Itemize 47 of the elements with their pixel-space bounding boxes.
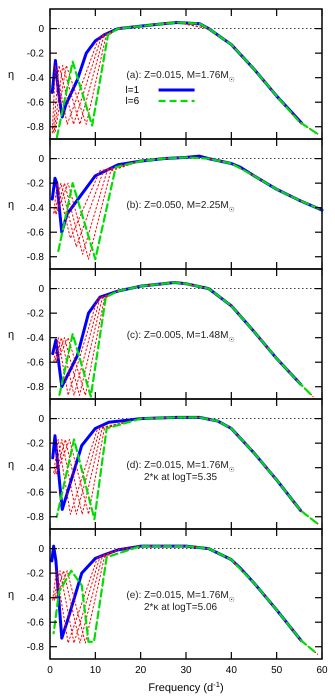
y-tick-label: -0.2 <box>26 308 44 320</box>
y-tick-label: -0.4 <box>26 463 44 474</box>
y-axis-title: η <box>8 589 14 601</box>
y-tick-label: -0.8 <box>26 122 44 134</box>
x-tick-label: 20 <box>135 665 147 676</box>
annotation: 2*κ at logT=5.06 <box>144 602 218 613</box>
y-tick-label: -0.6 <box>26 98 44 109</box>
y-tick-label: -0.6 <box>26 358 44 369</box>
y-tick-label: -0.2 <box>26 48 44 60</box>
y-tick-label: -0.4 <box>26 73 44 84</box>
y-tick-label: -0.8 <box>26 512 44 524</box>
y-tick-label: -0.2 <box>26 438 44 450</box>
y-tick-label: 0 <box>38 414 44 426</box>
annotation: 2*κ at logT=5.35 <box>144 472 218 483</box>
y-tick-label: -0.8 <box>26 382 44 394</box>
y-axis-title: η <box>8 69 14 81</box>
x-tick-label: 30 <box>180 665 192 676</box>
x-tick-label: 0 <box>47 665 54 676</box>
x-tick-label: 60 <box>316 665 328 676</box>
y-tick-label: -0.8 <box>26 252 44 264</box>
y-tick-label: -0.6 <box>26 228 44 239</box>
y-tick-label: -0.2 <box>26 568 44 580</box>
y-tick-label: 0 <box>38 284 44 296</box>
y-tick-label: 0 <box>38 544 44 556</box>
y-tick-label: -0.8 <box>26 642 44 654</box>
y-tick-label: -0.4 <box>26 593 44 604</box>
y-axis-title: η <box>8 459 14 471</box>
y-axis-title: η <box>8 199 14 211</box>
x-tick-label: 10 <box>90 665 102 676</box>
annotation: (d): Z=0.015, M=1.76M$_{☉}$ <box>126 460 235 474</box>
legend-label: l=6 <box>126 96 140 107</box>
y-tick-label: -0.6 <box>26 488 44 499</box>
y-axis-title: η <box>8 329 14 341</box>
y-tick-label: 0 <box>38 24 44 36</box>
annotation: (a): Z=0.015, M=1.76M$_{☉}$ <box>126 70 235 84</box>
annotation: (e): Z=0.015, M=1.76M$_{☉}$ <box>126 590 235 604</box>
y-tick-label: -0.4 <box>26 333 44 344</box>
x-tick-label: 40 <box>226 665 238 676</box>
annotation: (b): Z=0.050, M=2.25M$_{☉}$ <box>126 200 235 214</box>
x-axis-title: Frequency (d$^{-1}$) <box>148 680 224 694</box>
y-tick-label: -0.6 <box>26 618 44 629</box>
y-tick-label: 0 <box>38 154 44 166</box>
y-tick-label: -0.2 <box>26 178 44 190</box>
legend-label: l=1 <box>126 85 140 96</box>
y-tick-label: -0.4 <box>26 203 44 214</box>
annotation: (c): Z=0.005, M=1.48M$_{☉}$ <box>126 330 234 344</box>
x-tick-label: 50 <box>271 665 283 676</box>
